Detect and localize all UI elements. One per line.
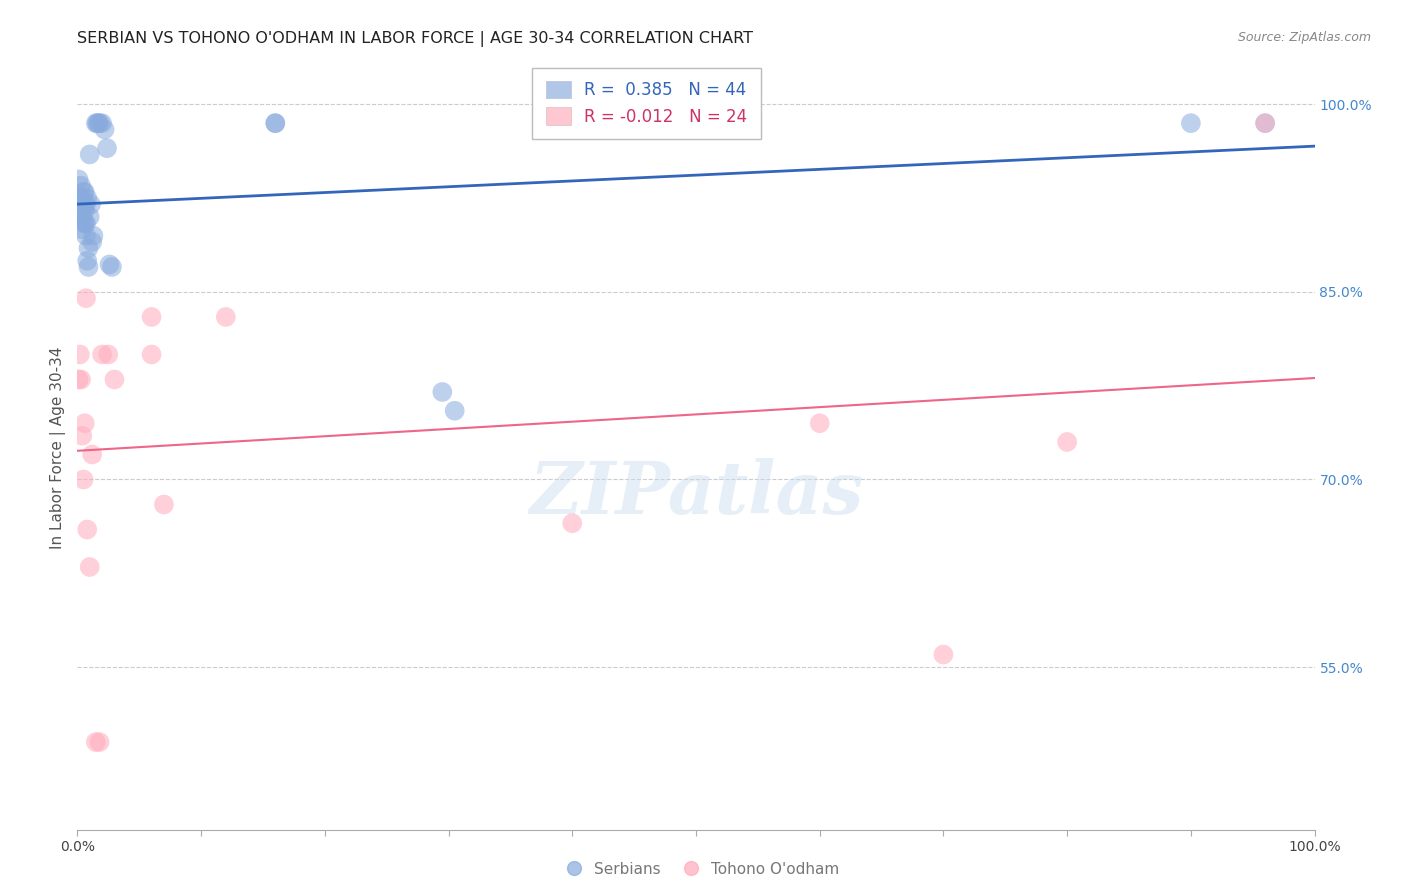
Point (89, 116, 111, 130)
Point (82, 228, 104, 243)
Point (153, 498, 176, 512)
Point (80, 197, 103, 211)
Point (72, 428, 94, 442)
Point (932, 648, 955, 662)
Point (82, 448, 104, 462)
Point (79, 147, 101, 161)
Point (73, 197, 96, 211)
Point (67, 372, 90, 386)
Text: SERBIAN VS TOHONO O'ODHAM IN LABOR FORCE | AGE 30-34 CORRELATION CHART: SERBIAN VS TOHONO O'ODHAM IN LABOR FORCE… (77, 31, 754, 47)
Point (141, 347, 163, 361)
Point (101, 260, 124, 274)
Point (75, 291, 97, 305)
Point (77, 260, 100, 274)
Point (72, 197, 94, 211)
Point (215, 310, 238, 324)
Point (69, 347, 91, 361)
Point (96, 141, 118, 155)
Point (89, 735, 111, 749)
Point (72, 473, 94, 487)
Point (1254, 116, 1277, 130)
Point (76, 191, 98, 205)
Point (1254, 116, 1277, 130)
Point (79, 560, 101, 574)
Point (72, 210, 94, 224)
Point (87, 116, 110, 130)
Point (98, 257, 121, 271)
Point (73, 216, 96, 230)
Point (76, 253, 98, 268)
Point (1056, 434, 1078, 449)
Point (69, 191, 91, 205)
Point (1180, 116, 1202, 130)
Point (75, 228, 97, 243)
Point (264, 116, 287, 130)
Point (432, 384, 454, 399)
Point (72, 216, 94, 230)
Point (75, 197, 97, 211)
Point (70, 203, 93, 218)
Point (808, 416, 831, 430)
Legend: Serbians, Tohono O'odham: Serbians, Tohono O'odham (560, 854, 846, 884)
Text: ZIPatlas: ZIPatlas (529, 458, 863, 530)
Point (69, 210, 91, 224)
Point (264, 116, 287, 130)
Point (70, 372, 93, 386)
Point (97, 347, 120, 361)
Point (72, 222, 94, 236)
Point (93, 122, 115, 136)
Point (443, 403, 465, 417)
Point (561, 516, 583, 531)
Point (73, 185, 96, 199)
Point (72, 191, 94, 205)
Point (679, 116, 702, 130)
Point (685, 116, 707, 130)
Point (86, 116, 108, 130)
Point (84, 116, 107, 130)
Point (91, 116, 114, 130)
Point (79, 210, 101, 224)
Point (75, 216, 97, 230)
Point (72, 185, 94, 199)
Legend: R =  0.385   N = 44, R = -0.012   N = 24: R = 0.385 N = 44, R = -0.012 N = 24 (533, 68, 761, 139)
Point (91, 347, 114, 361)
Y-axis label: In Labor Force | Age 30-34: In Labor Force | Age 30-34 (51, 347, 66, 549)
Point (82, 235, 104, 249)
Point (67, 172, 90, 186)
Point (73, 203, 96, 218)
Point (70, 178, 93, 193)
Point (103, 372, 125, 386)
Text: Source: ZipAtlas.com: Source: ZipAtlas.com (1237, 31, 1371, 45)
Point (84, 735, 107, 749)
Point (141, 310, 163, 324)
Point (77, 241, 100, 255)
Point (73, 416, 96, 430)
Point (76, 523, 98, 537)
